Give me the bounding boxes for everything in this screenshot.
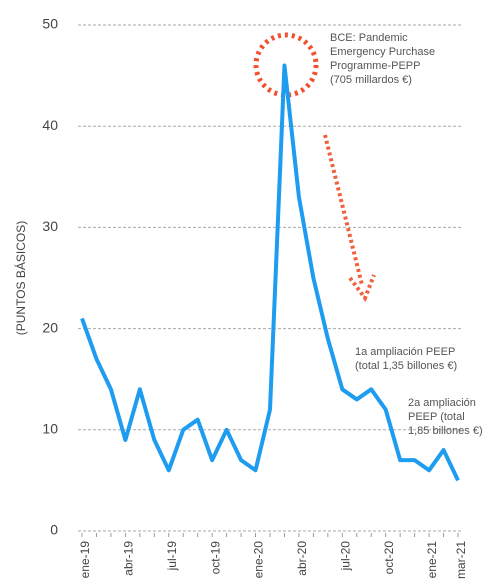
y-tick-label: 30 xyxy=(42,218,58,234)
x-tick-label: ene-19 xyxy=(78,541,92,579)
x-tick-label: mar-21 xyxy=(454,541,468,579)
y-tick-label: 10 xyxy=(42,421,58,437)
x-tick-label: abr-19 xyxy=(122,541,136,576)
y-tick-label: 40 xyxy=(42,117,58,133)
x-tick-label: abr-20 xyxy=(295,541,309,576)
y-tick-label: 20 xyxy=(42,319,58,335)
annotation: Programme-PEPP xyxy=(330,60,420,72)
highlight-circle xyxy=(253,32,319,98)
annotation: (705 millardos €) xyxy=(330,74,412,86)
data-line xyxy=(80,63,460,482)
x-tick-label: ene-20 xyxy=(252,541,266,579)
x-tick-label: jul-19 xyxy=(165,541,179,572)
y-tick-label: 0 xyxy=(50,522,58,538)
annotation: PEEP (total xyxy=(408,411,465,423)
y-axis-label: (PUNTOS BÁSICOS) xyxy=(13,221,28,335)
trend-arrow xyxy=(323,134,364,286)
y-tick-label: 50 xyxy=(42,16,58,32)
annotation: 1,85 billones €) xyxy=(408,425,483,437)
annotation: 2a ampliación xyxy=(408,397,476,409)
x-tick-label: oct-20 xyxy=(382,541,396,575)
annotation: 1a ampliación PEEP xyxy=(355,346,455,358)
x-tick-label: ene-21 xyxy=(425,541,439,579)
annotation: Emergency Purchase xyxy=(330,46,435,58)
annotation: BCE: Pandemic xyxy=(330,32,408,44)
x-tick-label: jul-20 xyxy=(338,541,352,572)
x-tick-label: oct-19 xyxy=(208,541,222,575)
trend-arrow-head xyxy=(348,274,376,303)
annotation: (total 1,35 billones €) xyxy=(355,360,457,372)
